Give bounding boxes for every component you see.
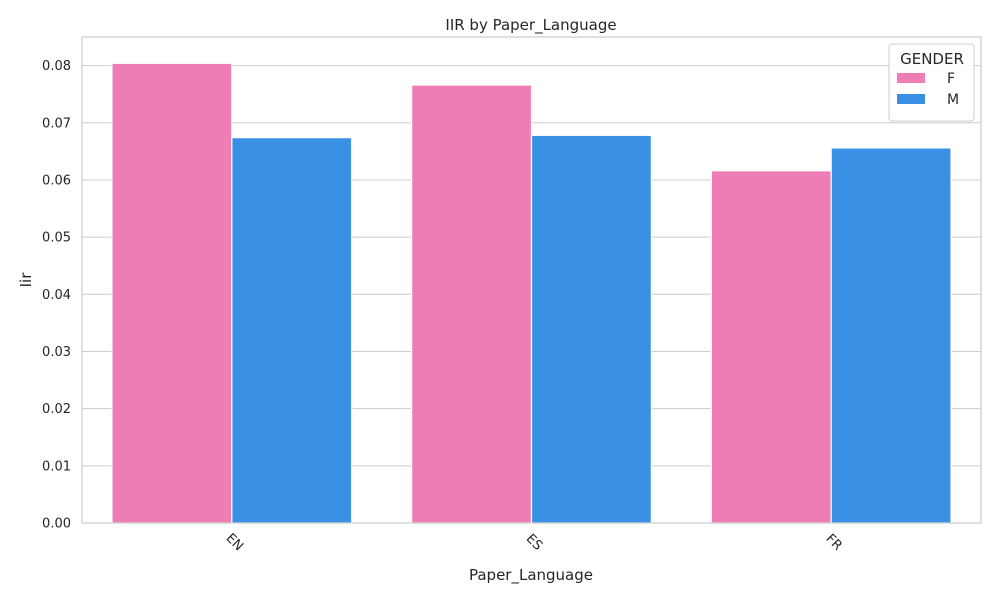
y-tick-label: 0.03 <box>42 345 71 360</box>
y-tick-label: 0.05 <box>42 231 71 246</box>
y-tick-label: 0.04 <box>42 288 71 303</box>
x-tick-label: ES <box>523 531 545 553</box>
y-axis-label: Iir <box>17 272 35 288</box>
x-tick-label: FR <box>822 531 844 553</box>
y-tick-label: 0.06 <box>42 173 71 188</box>
y-tick-label: 0.07 <box>42 116 71 131</box>
bar-m-es <box>530 134 652 524</box>
plot-frame <box>81 36 982 524</box>
legend-label-f: F <box>947 71 955 87</box>
legend-swatch-m <box>897 94 925 104</box>
x-axis-label: Paper_Language <box>469 566 593 585</box>
y-tick-label: 0.01 <box>42 459 71 474</box>
bar-m-fr <box>830 147 952 524</box>
bar-f-en <box>111 62 233 524</box>
legend: GENDER FM <box>888 43 975 122</box>
legend-label-m: M <box>947 92 959 108</box>
bars <box>111 62 952 524</box>
y-tick-labels: 0.00 0.01 0.02 0.03 0.04 0.05 0.06 0.07 0.08 <box>42 59 71 531</box>
x-tick-label: EN <box>223 531 246 554</box>
bar-m-en <box>231 137 353 524</box>
bar-f-fr <box>710 170 832 524</box>
y-tick-label: 0.08 <box>42 59 71 74</box>
chart-title: IIR by Paper_Language <box>445 16 616 35</box>
legend-title: GENDER <box>900 50 964 68</box>
legend-swatch-f <box>897 73 925 83</box>
y-tick-label: 0.00 <box>42 517 71 532</box>
x-tick-labels: EN ES FR <box>223 531 845 554</box>
y-tick-label: 0.02 <box>42 402 71 417</box>
legend-entries: FM <box>897 71 959 108</box>
bar-f-es <box>411 84 533 524</box>
